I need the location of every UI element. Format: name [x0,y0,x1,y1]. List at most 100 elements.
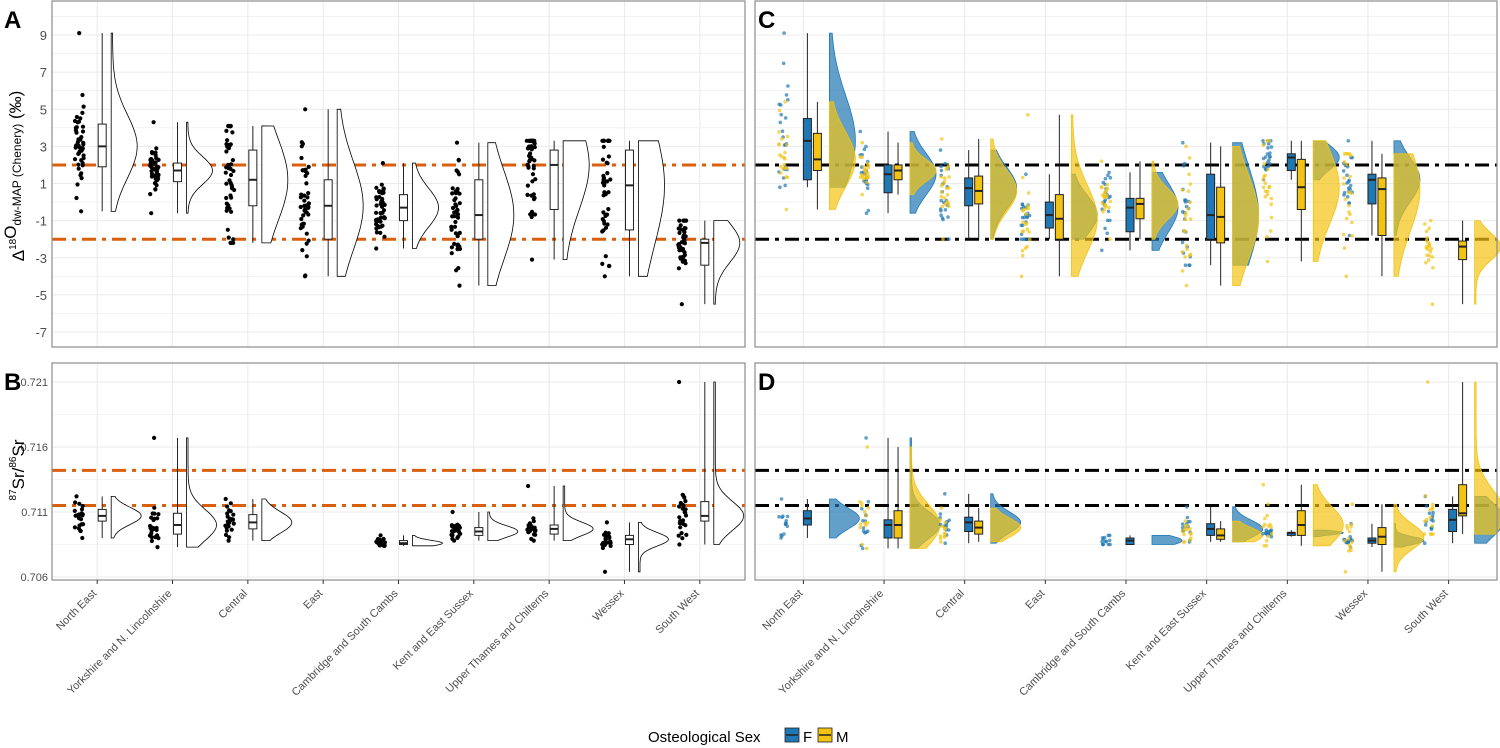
x-tick-label: Wessex [591,587,627,623]
data-point [780,534,784,538]
data-point [1266,167,1270,172]
y-axis-title-part: 87 [8,489,19,501]
data-point [601,540,606,546]
data-point [305,195,310,200]
data-point [231,512,236,517]
data-point [1266,146,1270,150]
data-point [1020,202,1025,207]
data-point [1269,534,1274,539]
data-point [300,248,305,253]
data-point [942,179,947,183]
y-tick-label: 0.711 [21,507,48,519]
data-point [458,531,463,536]
data-point [946,215,950,219]
data-point [1427,258,1431,262]
data-point [1263,516,1267,521]
data-point [1345,181,1349,185]
data-point [229,209,234,214]
data-point [154,146,159,151]
data-point [225,205,230,211]
data-point [783,150,787,155]
y-tick-label: 0.706 [20,572,48,584]
data-point [676,533,681,538]
data-point [1181,529,1185,533]
data-point [864,546,869,551]
data-point [1347,203,1351,208]
data-point [785,514,790,519]
box [812,132,822,172]
data-point [450,509,455,515]
data-point [72,508,77,513]
data-point [1100,193,1105,197]
data-point [1261,177,1266,182]
data-point [1265,235,1269,239]
data-point [229,527,234,532]
data-point [1263,189,1268,193]
data-point [941,237,945,241]
data-point [1027,230,1031,234]
group-central [938,492,1022,545]
data-point [1180,522,1185,526]
data-point [449,245,454,250]
density-violin [1474,381,1500,535]
data-point [1186,207,1191,211]
y-axis-title-part: Sr [9,439,28,456]
data-point [231,168,236,174]
data-point [1101,542,1105,546]
data-point [303,273,308,278]
data-point [1108,533,1112,538]
data-point [602,569,608,574]
y-axis-title-part: Sr/ [9,467,28,489]
x-tick-label: South West [653,588,702,637]
data-point [527,138,532,143]
group-south-west [676,379,745,547]
data-point [306,191,311,196]
data-point [601,228,606,233]
data-point [1422,532,1427,536]
data-point [1348,545,1353,550]
data-point [1430,302,1435,307]
data-point [1342,176,1346,180]
data-point [1348,183,1353,188]
box [624,149,634,231]
data-point [601,219,607,224]
density-violin [990,138,1018,240]
data-point [1028,237,1032,242]
data-point [1427,226,1431,231]
data-point [1266,534,1271,539]
data-point [450,205,456,211]
data-point [1345,195,1350,199]
data-point [230,158,235,163]
data-point [858,522,863,526]
data-point [604,212,610,217]
data-point [604,160,609,165]
data-point [683,499,688,504]
data-point [865,445,870,449]
data-point [149,211,154,216]
data-point [1025,244,1029,249]
data-point [225,142,231,147]
y-axis-title-part: 18 [8,238,19,250]
data-point [1187,156,1192,160]
data-point [228,516,233,521]
density-violin [412,535,443,547]
data-point [783,522,788,527]
data-point [1345,523,1349,528]
data-point [858,175,863,180]
y-tick-label: -5 [35,288,47,303]
data-point [1107,205,1111,210]
data-point [862,509,867,514]
data-point [944,167,949,172]
data-point [224,528,229,533]
data-point [148,157,154,162]
data-point [76,166,81,171]
group-central [938,137,1018,241]
data-point [529,147,534,152]
data-point [457,283,462,288]
data-point [74,143,79,148]
data-point [74,130,79,135]
data-point [452,210,457,215]
data-point [601,175,607,180]
